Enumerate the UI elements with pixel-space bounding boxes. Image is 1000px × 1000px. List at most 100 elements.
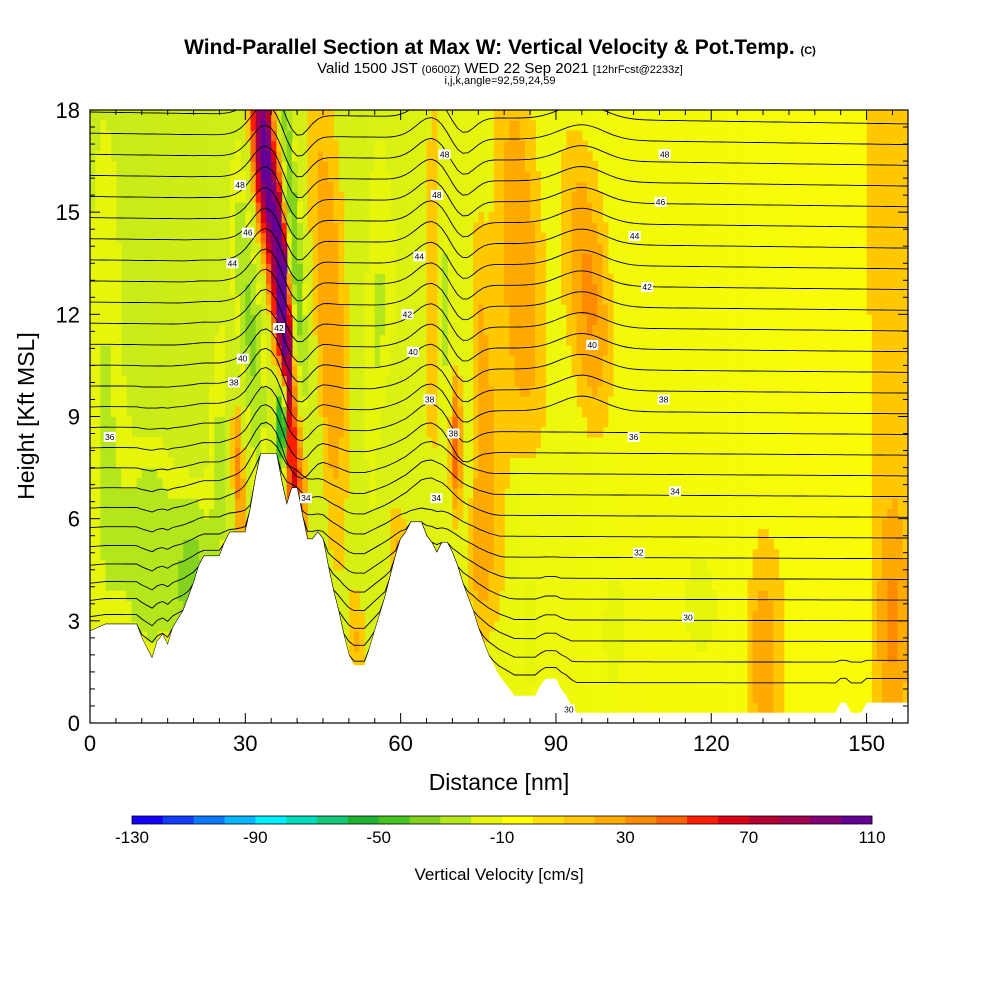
velocity-cell bbox=[504, 436, 510, 448]
velocity-cell bbox=[514, 355, 521, 366]
velocity-cell bbox=[607, 345, 614, 356]
velocity-cell bbox=[607, 600, 614, 612]
velocity-cell bbox=[871, 426, 878, 438]
velocity-cell bbox=[115, 467, 122, 479]
velocity-cell bbox=[323, 273, 329, 285]
velocity-cell bbox=[902, 590, 908, 601]
velocity-cell bbox=[95, 385, 101, 397]
velocity-cell bbox=[897, 191, 904, 203]
velocity-cell bbox=[504, 253, 510, 264]
velocity-cell bbox=[768, 641, 774, 653]
velocity-cell bbox=[286, 467, 293, 479]
velocity-cell bbox=[887, 682, 894, 693]
velocity-cell bbox=[602, 365, 609, 377]
velocity-cell bbox=[524, 171, 531, 183]
velocity-cell bbox=[291, 436, 298, 448]
velocity-cell bbox=[90, 355, 96, 366]
velocity-cell bbox=[509, 385, 516, 397]
velocity-cell bbox=[514, 263, 521, 274]
velocity-cell bbox=[478, 457, 485, 469]
velocity-cell bbox=[866, 253, 873, 264]
velocity-cell bbox=[871, 201, 878, 213]
velocity-cell bbox=[312, 304, 319, 315]
velocity-cell bbox=[126, 539, 132, 550]
velocity-cell bbox=[887, 171, 894, 183]
velocity-cell bbox=[235, 324, 241, 336]
velocity-cell bbox=[95, 232, 101, 244]
velocity-cell bbox=[364, 447, 371, 458]
velocity-cell bbox=[882, 375, 888, 387]
velocity-cell bbox=[95, 436, 101, 448]
velocity-cell bbox=[892, 661, 899, 673]
velocity-cell bbox=[354, 600, 360, 612]
velocity-cell bbox=[576, 396, 583, 407]
velocity-cell bbox=[250, 406, 257, 418]
contour-label-box bbox=[299, 493, 312, 504]
velocity-cell bbox=[478, 539, 485, 550]
velocity-cell bbox=[519, 375, 526, 387]
velocity-cell bbox=[452, 365, 459, 377]
velocity-cell bbox=[385, 181, 391, 193]
velocity-cell bbox=[882, 406, 888, 418]
velocity-cell bbox=[695, 590, 702, 601]
velocity-cell bbox=[871, 610, 878, 622]
velocity-cell bbox=[131, 590, 138, 601]
velocity-cell bbox=[95, 242, 101, 254]
velocity-cell bbox=[882, 447, 888, 458]
velocity-cell bbox=[105, 161, 112, 172]
velocity-cell bbox=[229, 181, 236, 193]
velocity-cell bbox=[162, 518, 169, 530]
velocity-cell bbox=[530, 171, 536, 183]
velocity-cell bbox=[131, 518, 138, 530]
velocity-cell bbox=[887, 488, 894, 499]
velocity-cell bbox=[499, 191, 505, 203]
velocity-cell bbox=[105, 447, 112, 458]
velocity-cell bbox=[255, 375, 262, 387]
velocity-cell bbox=[763, 610, 769, 622]
velocity-cell bbox=[581, 396, 588, 407]
velocity-cell bbox=[291, 365, 298, 377]
velocity-cell bbox=[871, 191, 878, 203]
velocity-cell bbox=[328, 324, 334, 336]
velocity-cell bbox=[483, 273, 490, 285]
velocity-cell bbox=[711, 590, 718, 601]
velocity-cell bbox=[90, 283, 96, 295]
velocity-cell bbox=[297, 283, 303, 295]
velocity-cell bbox=[152, 641, 158, 653]
colorbar-swatch bbox=[224, 816, 256, 824]
velocity-cell bbox=[892, 201, 899, 213]
velocity-cell bbox=[297, 355, 303, 366]
velocity-cell bbox=[281, 447, 288, 458]
velocity-cell bbox=[612, 600, 619, 612]
velocity-cell bbox=[379, 171, 386, 183]
velocity-cell bbox=[892, 304, 899, 315]
velocity-cell bbox=[323, 467, 329, 479]
velocity-cell bbox=[323, 293, 329, 305]
velocity-cell bbox=[514, 110, 521, 121]
velocity-cell bbox=[136, 569, 143, 581]
velocity-cell bbox=[499, 334, 505, 346]
velocity-cell bbox=[136, 549, 143, 561]
velocity-cell bbox=[146, 641, 153, 653]
velocity-cell bbox=[276, 447, 283, 458]
velocity-cell bbox=[871, 508, 878, 520]
velocity-cell bbox=[876, 467, 883, 479]
velocity-cell bbox=[566, 181, 573, 193]
velocity-cell bbox=[571, 181, 578, 193]
velocity-cell bbox=[902, 171, 908, 183]
velocity-cell bbox=[887, 498, 894, 509]
velocity-cell bbox=[887, 324, 894, 336]
velocity-cell bbox=[876, 426, 883, 438]
velocity-cell bbox=[235, 498, 241, 509]
velocity-cell bbox=[328, 396, 334, 407]
velocity-cell bbox=[266, 191, 272, 203]
velocity-cell bbox=[121, 375, 127, 387]
velocity-cell bbox=[157, 436, 164, 448]
velocity-cell bbox=[473, 457, 479, 469]
velocity-cell bbox=[146, 620, 153, 632]
velocity-cell bbox=[286, 191, 293, 203]
velocity-cell bbox=[229, 171, 236, 183]
velocity-cell bbox=[431, 273, 438, 285]
velocity-cell bbox=[530, 396, 536, 407]
velocity-cell bbox=[385, 222, 391, 234]
